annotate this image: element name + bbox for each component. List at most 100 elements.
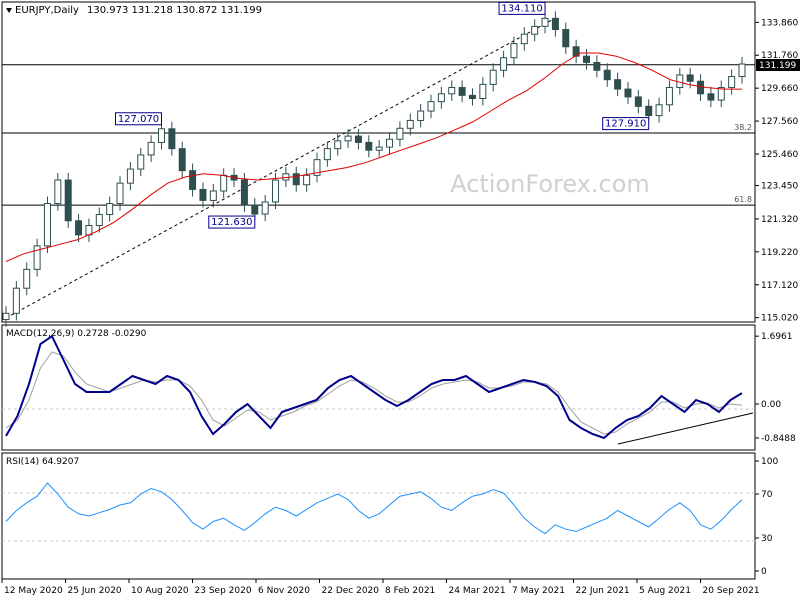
rsi-panel-frame	[1, 452, 756, 580]
rsi-tick-label: 0	[761, 567, 767, 577]
candle	[562, 22, 570, 54]
candle	[551, 11, 559, 37]
candle	[323, 141, 331, 167]
rsi-line	[5, 482, 743, 535]
candle	[43, 196, 51, 253]
time-tick-label: 24 Mar 2021	[449, 586, 506, 596]
current-price-label: 131.199	[759, 61, 796, 71]
candle	[220, 168, 228, 199]
candle	[614, 72, 622, 97]
moving-average-line	[5, 52, 742, 263]
macd-signal-line	[5, 351, 743, 435]
candle	[75, 213, 83, 242]
watermark: ActionForex.com	[450, 170, 650, 198]
candle	[417, 103, 425, 128]
candle	[292, 166, 300, 192]
price-tick-label: 117.120	[761, 281, 798, 291]
candle	[458, 80, 466, 103]
candle	[437, 86, 445, 109]
candle	[240, 172, 248, 213]
candle	[500, 50, 508, 78]
level-lines: 38.2 61.8	[2, 64, 755, 206]
candle	[354, 129, 362, 150]
price-tick-label: 121.320	[761, 215, 798, 225]
candle	[489, 63, 497, 92]
time-tick-label: 8 Feb 2021	[385, 586, 435, 596]
candle	[510, 36, 518, 65]
macd-trend-line	[617, 412, 754, 445]
macd-tick-label: 0.00	[761, 400, 781, 410]
price-annotations: 134.110 127.070 121.630 127.910	[114, 1, 650, 229]
candles	[2, 11, 746, 327]
candle	[427, 94, 435, 119]
candle	[707, 86, 715, 108]
price-tick-label: 115.020	[761, 314, 798, 324]
candle	[2, 306, 10, 327]
macd-main-line	[5, 334, 743, 440]
ohlc-label: 130.973 131.218 130.872 131.199	[87, 5, 262, 16]
price-tick-label: 131.760	[761, 51, 798, 61]
rsi-axis: 100 70 30 0	[755, 457, 778, 577]
candle	[448, 80, 456, 101]
candle	[603, 63, 611, 87]
price-annotation: 121.630	[208, 215, 256, 229]
price-annotation: 127.070	[114, 112, 162, 126]
candle	[313, 152, 321, 183]
candle	[126, 162, 134, 191]
macd-axis: 1.6961 0.00 -0.8488	[755, 332, 796, 444]
candle	[106, 196, 114, 222]
candle	[624, 82, 632, 104]
header-arrow-icon	[6, 8, 12, 13]
candle	[334, 133, 342, 156]
candle	[147, 135, 155, 162]
time-tick-label: 23 Sep 2020	[195, 586, 252, 596]
trend-line-dashed	[5, 19, 553, 319]
time-tick-label: 20 Sep 2021	[703, 586, 760, 596]
price-tick-label: 133.860	[761, 18, 798, 28]
candle	[168, 121, 176, 156]
rsi-tick-label: 30	[761, 534, 773, 544]
candle	[468, 88, 476, 106]
time-axis: 12 May 2020 25 Jun 2020 10 Aug 2020 23 Sep …	[1, 579, 760, 596]
candle	[479, 77, 487, 106]
rsi-tick-label: 100	[761, 457, 778, 467]
price-axis: 133.860 131.760 129.660 127.560 125.460 123.4…	[755, 18, 798, 324]
price-annotation: 127.910	[602, 117, 650, 131]
candle	[593, 55, 601, 78]
candle	[95, 207, 103, 233]
rsi-title: RSI(14) 64.9207	[6, 457, 79, 467]
candle	[199, 182, 207, 208]
time-tick-label: 22 Dec 2020	[322, 586, 380, 596]
candle	[697, 74, 705, 101]
candle	[531, 19, 539, 42]
candle	[738, 56, 746, 84]
svg-text:127.070: 127.070	[118, 114, 159, 125]
price-tick-label: 127.560	[761, 117, 798, 127]
candle	[178, 141, 186, 178]
candle	[137, 147, 145, 177]
candle	[209, 183, 217, 208]
chart-header: EURJPY,Daily 130.973 131.218 130.872 131…	[6, 5, 262, 16]
time-tick-label: 25 Jun 2020	[68, 586, 122, 596]
candle	[541, 11, 549, 34]
candle	[572, 39, 580, 64]
candle	[386, 132, 394, 155]
candle	[634, 89, 642, 114]
price-tick-label: 129.660	[761, 84, 798, 94]
candle	[64, 172, 72, 228]
candle	[365, 135, 373, 158]
candle	[375, 140, 383, 158]
time-tick-label: 22 Jun 2021	[576, 586, 630, 596]
candle	[728, 69, 736, 95]
macd-tick-label: 1.6961	[761, 332, 793, 342]
candle	[583, 49, 591, 70]
rsi-tick-label: 70	[761, 490, 773, 500]
current-price-box	[756, 59, 800, 71]
candle	[655, 97, 663, 123]
symbol-label: EURJPY,Daily	[15, 5, 79, 16]
candle	[12, 281, 20, 321]
svg-text:134.110: 134.110	[501, 3, 542, 14]
price-annotation: 134.110	[498, 1, 546, 15]
time-tick-label: 10 Aug 2020	[131, 586, 189, 596]
